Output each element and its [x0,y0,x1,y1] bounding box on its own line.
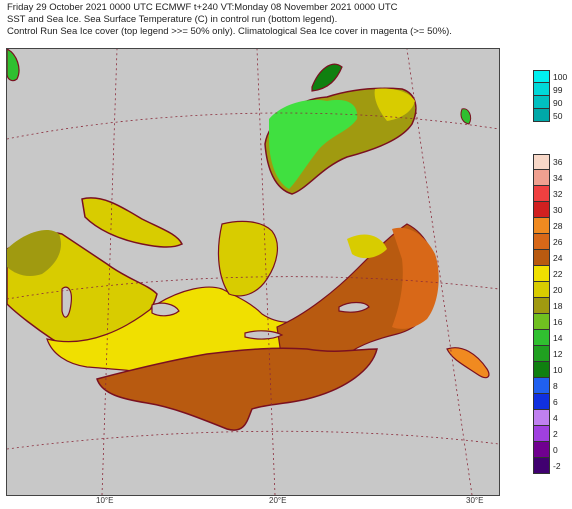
ice-legend: 100 99 90 50 [533,70,567,122]
parallel-south [7,430,499,450]
corsica-sardinia [61,286,72,318]
sst-legend-color-bar [533,154,550,474]
sst-legend-swatch [533,442,550,458]
ice-legend-tick-label: 90 [553,97,563,108]
sst-legend-tick-label: 22 [553,269,563,279]
sst-legend-swatch [533,170,550,186]
map-canvas [7,49,499,495]
map-header: Friday 29 October 2021 0000 UTC ECMWF t+… [7,2,452,38]
sst-legend-swatch [533,330,550,346]
parallel-north [7,112,499,140]
header-line-2: SST and Sea Ice. Sea Surface Temperature… [7,14,338,25]
ice-legend-swatch [533,96,550,109]
sst-legend-tick-label: 32 [553,189,563,199]
sst-legend-tick-label: 8 [553,381,558,391]
lon-label-10e: 10°E [96,496,114,505]
sst-legend-swatch [533,378,550,394]
meridian-10e [101,49,118,495]
sst-legend-swatch [533,282,550,298]
sst-legend-swatch [533,154,550,170]
ice-legend-swatch [533,70,550,83]
sst-legend-swatch [533,410,550,426]
ice-legend-swatch [533,83,550,96]
sst-legend-swatch [533,394,550,410]
sst-legend-tick-label: 30 [553,205,563,215]
gulf-of-lion [7,229,62,277]
caspian-fragment [7,49,20,82]
ice-legend-color-bar [533,70,550,122]
sst-legend-tick-label: 34 [553,173,563,183]
sst-legend-swatch [533,266,550,282]
azov-sea [311,63,343,92]
lon-label-20e: 20°E [269,496,287,505]
cyprus [338,301,370,313]
sst-legend-swatch [533,186,550,202]
black-sea-cold-zone [269,99,358,189]
meridian-20e [256,49,276,495]
sst-legend-tick-label: 12 [553,349,563,359]
ice-legend-tick-label: 50 [553,110,563,121]
sst-legend-swatch [533,298,550,314]
sst-legend-swatch [533,458,550,474]
sst-legend-tick-label: 2 [553,429,558,439]
sst-legend-tick-label: -2 [553,461,561,471]
sst-map [6,48,500,496]
sst-legend-swatch [533,202,550,218]
lon-label-30e: 30°E [466,496,484,505]
sst-legend-tick-label: 4 [553,413,558,423]
libyan-sea [96,347,378,431]
sst-legend-tick-label: 6 [553,397,558,407]
sst-legend-swatch [533,250,550,266]
sst-legend-tick-label: 0 [553,445,558,455]
sst-legend-swatch [533,218,550,234]
cilicia-basin [347,234,387,259]
sst-legend-tick-label: 14 [553,333,563,343]
sst-legend-tick-label: 20 [553,285,563,295]
sst-legend-tick-label: 28 [553,221,563,231]
crete [244,330,284,340]
lake-patch [460,108,472,125]
header-line-3: Control Run Sea Ice cover (top legend >>… [7,26,452,37]
sst-legend-tick-label: 26 [553,237,563,247]
ice-legend-swatch [533,109,550,122]
sst-legend-swatch [533,234,550,250]
parallel-middle [7,276,499,300]
ice-legend-tick-label: 100 [553,71,568,82]
sst-legend-tick-label: 36 [553,157,563,167]
ice-legend-tick-label: 99 [553,84,563,95]
sst-legend-tick-label: 18 [553,301,563,311]
header-line-1: Friday 29 October 2021 0000 UTC ECMWF t+… [7,2,398,13]
sst-legend-swatch [533,346,550,362]
sst-legend-tick-label: 10 [553,365,563,375]
adriatic-sea [81,197,184,248]
levant-coast [392,227,439,329]
red-sea [446,347,490,379]
graticule [7,49,499,495]
sst-legend-swatch [533,314,550,330]
sicily [151,302,180,317]
meridian-30e [406,49,473,495]
sst-legend: 36 34 32 30 28 26 24 22 20 18 16 14 12 10 8 6 4 2 0 -2 [533,154,562,474]
sst-legend-tick-label: 24 [553,253,563,263]
sst-legend-swatch [533,362,550,378]
sst-legend-tick-label: 16 [553,317,563,327]
black-sea-warm-zone [374,88,415,121]
sst-legend-swatch [533,426,550,442]
